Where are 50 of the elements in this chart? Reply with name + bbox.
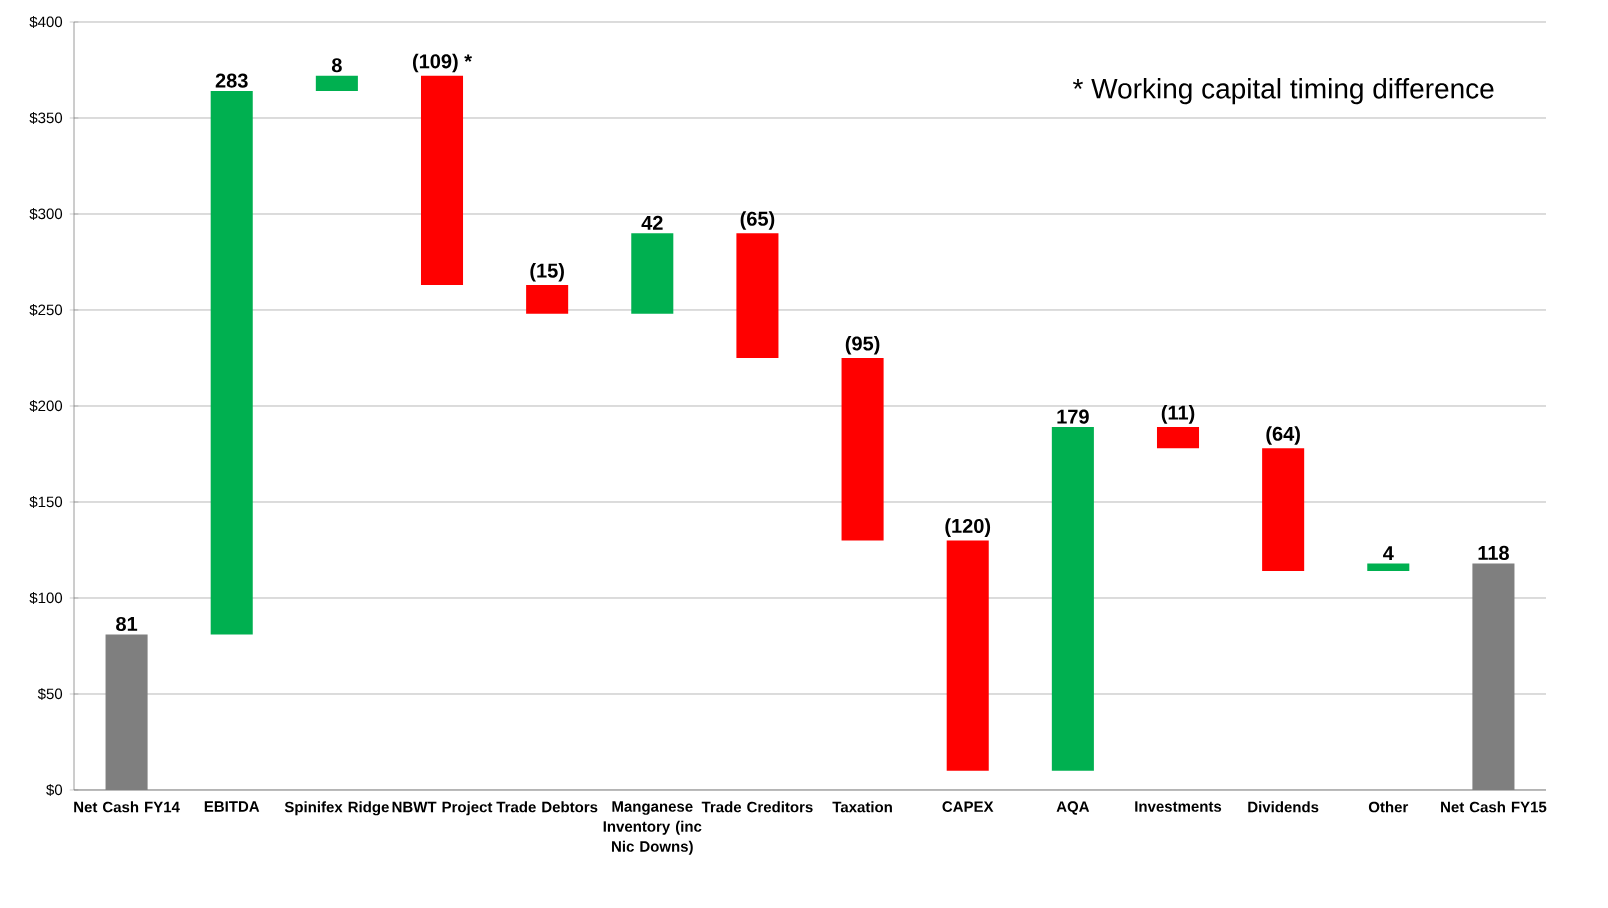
x-tick-label: Spinifex Ridge — [284, 801, 389, 816]
data-label: 4 — [1383, 546, 1394, 561]
bar — [1262, 448, 1305, 572]
x-tick-label: AQA — [1056, 801, 1090, 815]
x-tick-label: EBITDA — [204, 801, 260, 812]
data-label: 283 — [215, 73, 248, 88]
data-label: 179 — [1057, 409, 1089, 424]
data-label: (65) — [740, 211, 775, 230]
data-label: 42 — [641, 215, 663, 230]
annotation: * Working capital timing difference — [1072, 78, 1494, 105]
bar — [1367, 563, 1410, 572]
data-label: (120) — [945, 518, 991, 537]
x-tick-label: Trade Debtors — [496, 801, 598, 813]
bar — [210, 91, 253, 635]
data-label: (15) — [530, 262, 564, 282]
x-tick-label: Net Cash FY14 — [74, 801, 180, 813]
data-label: (109) * — [412, 53, 472, 73]
x-tick-label: Net Cash FY15 — [1441, 801, 1547, 813]
y-tick-label: $150 — [29, 495, 63, 509]
bar — [841, 357, 884, 541]
x-tick-label: Other — [1368, 801, 1409, 813]
x-tick-label: NBWT Project — [392, 801, 493, 816]
y-tick-label: $250 — [29, 303, 63, 317]
x-tick-label: Trade Creditors — [701, 801, 813, 813]
x-tick-label: Dividends — [1248, 801, 1319, 813]
bar — [526, 285, 569, 314]
y-tick-label: $200 — [29, 399, 63, 413]
bar — [736, 233, 779, 358]
y-tick-label: $300 — [29, 207, 63, 221]
data-label: 118 — [1478, 545, 1509, 561]
x-tick-label: Taxation — [832, 801, 892, 813]
bar — [315, 75, 358, 92]
y-tick-label: $100 — [29, 591, 63, 605]
bar — [420, 75, 464, 286]
data-label: (64) — [1266, 426, 1300, 445]
bar — [631, 233, 674, 314]
x-tick-label: Investments — [1135, 801, 1222, 812]
bar — [946, 540, 989, 771]
y-tick-label: $50 — [37, 687, 63, 701]
data-label: (11) — [1161, 405, 1195, 424]
x-tick-label: Manganese Inventory (inc Nic Downs) — [603, 801, 702, 855]
y-tick-label: $350 — [29, 111, 63, 125]
y-tick-label: $0 — [46, 783, 63, 797]
x-tick-label: CAPEX — [942, 801, 994, 812]
data-label: 8 — [331, 58, 342, 73]
y-tick-label: $400 — [29, 15, 63, 29]
bar — [1156, 427, 1200, 449]
data-label: 81 — [116, 616, 138, 632]
bar — [1051, 427, 1094, 771]
data-label: (95) — [845, 335, 880, 355]
